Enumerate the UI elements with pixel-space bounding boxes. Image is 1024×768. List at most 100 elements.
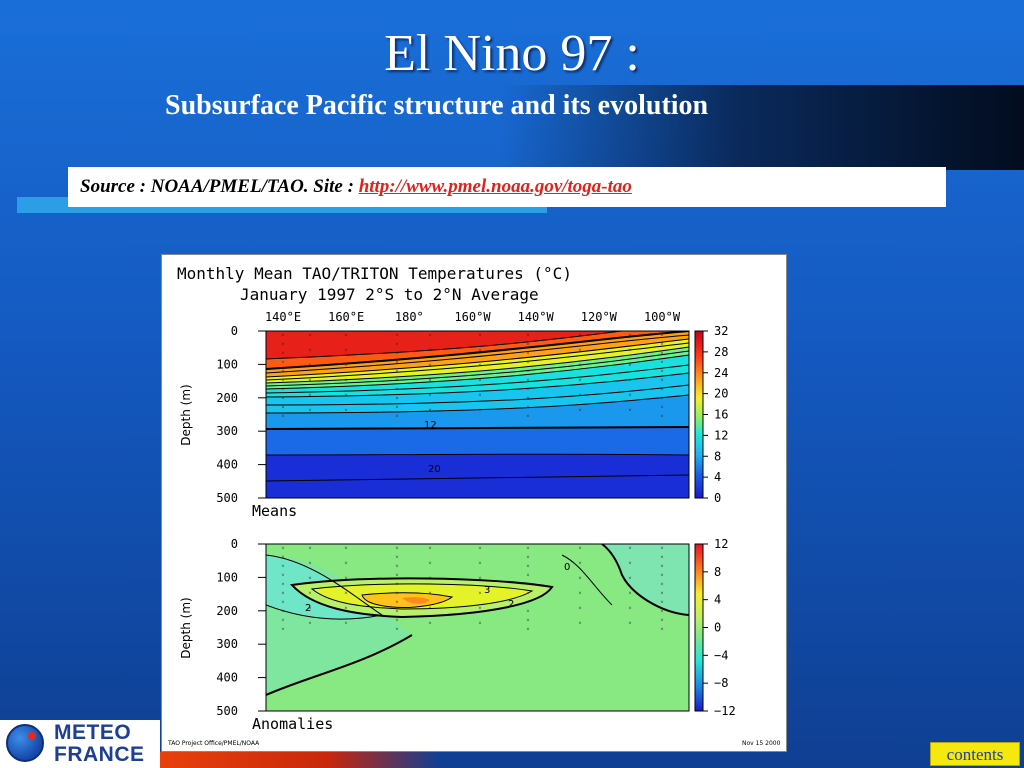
observation-marker: × [395,414,398,420]
contour-label-12: 12 [424,420,437,431]
y-tick-label: 300 [216,637,238,651]
observation-marker: × [628,378,631,384]
observation-marker: × [660,342,663,348]
y-axis-label-means: Depth (m) [179,384,193,445]
y-tick-label: 0 [231,537,238,551]
observation-marker: × [478,606,481,612]
observation-marker: × [478,591,481,597]
observation-marker: × [660,582,663,588]
observation-marker: × [281,396,284,402]
observation-marker: × [395,405,398,411]
tao-temperature-figure: Monthly Mean TAO/TRITON Temperatures (°C… [161,254,787,752]
observation-marker: × [395,609,398,615]
figure-footer-left: TAO Project Office/PMEL/NOAA [167,740,260,747]
observation-marker: × [660,369,663,375]
observation-marker: × [660,627,663,633]
observation-marker: × [526,333,529,339]
observation-marker: × [344,621,347,627]
colorbar-tick-label: 16 [714,408,728,422]
observation-marker: × [578,378,581,384]
observation-marker: × [526,414,529,420]
x-tick-label: 140°W [518,310,555,324]
colorbar-tick-label: 24 [714,366,728,380]
colorbar-tick-label: 32 [714,324,728,338]
observation-marker: × [526,555,529,561]
contents-button[interactable]: contents [930,742,1020,766]
observation-marker: × [308,363,311,369]
observation-marker: × [308,576,311,582]
observation-marker: × [660,618,663,624]
observation-marker: × [628,363,631,369]
observation-marker: × [578,621,581,627]
colorbar-tick-label: −12 [714,704,736,718]
observation-marker: × [344,393,347,399]
y-tick-label: 400 [216,671,238,685]
colorbar-tick-label: 4 [714,593,721,607]
figure-svg: Monthly Mean TAO/TRITON Temperatures (°C… [167,264,781,747]
observation-marker: × [428,621,431,627]
observation-marker: × [526,582,529,588]
observation-marker: × [628,576,631,582]
colorbar-tick-label: −8 [714,676,728,690]
logo-line1: METEO [54,721,132,744]
anomaly-contour-label-0: 0 [564,562,570,573]
observation-marker: × [478,333,481,339]
observation-marker: × [344,348,347,354]
slide-title: El Nino 97 : [384,25,640,82]
observation-marker: × [281,591,284,597]
slide-subtitle: Subsurface Pacific structure and its evo… [165,90,709,121]
y-tick-label: 100 [216,570,238,584]
observation-marker: × [395,369,398,375]
observation-marker: × [281,546,284,552]
colorbar-tick-label: 20 [714,387,728,401]
observation-marker: × [344,408,347,414]
observation-marker: × [660,360,663,366]
observation-marker: × [578,606,581,612]
observation-marker: × [578,576,581,582]
observation-marker: × [344,378,347,384]
figure-footer-right: Nov 15 2000 [742,740,781,747]
observation-marker: × [281,333,284,339]
observation-marker: × [281,618,284,624]
observation-marker: × [526,546,529,552]
observation-marker: × [628,546,631,552]
means-panel: 12 20 ××××××××××××××××××××××××××××××××××… [266,331,689,498]
colorbar-tick-label: 0 [714,491,721,505]
observation-marker: × [526,342,529,348]
observation-marker: × [526,360,529,366]
observation-marker: × [395,333,398,339]
observation-marker: × [428,546,431,552]
observation-marker: × [344,546,347,552]
observation-marker: × [395,378,398,384]
means-frame [265,330,690,499]
observation-marker: × [395,351,398,357]
anomalies-frame [265,543,690,712]
observation-marker: × [628,408,631,414]
observation-marker: × [628,621,631,627]
observation-marker: × [478,408,481,414]
observation-marker: × [478,393,481,399]
anomaly-contour-label-2a: 2 [508,599,514,610]
observation-marker: × [660,546,663,552]
title-dark-band [500,85,1024,170]
observation-marker: × [344,333,347,339]
observation-marker: × [308,591,311,597]
observation-marker: × [660,387,663,393]
observation-marker: × [281,627,284,633]
colorbar-tick-label: 12 [714,537,728,551]
colorbar-tick-label: 28 [714,345,728,359]
source-text: Source : NOAA/PMEL/TAO. Site : [80,176,359,197]
y-tick-label: 200 [216,391,238,405]
colorbar-tick-label: −4 [714,648,728,662]
observation-marker: × [478,621,481,627]
observation-marker: × [395,582,398,588]
source-box: Source : NOAA/PMEL/TAO. Site : http://ww… [68,167,946,207]
observation-marker: × [578,408,581,414]
observation-marker: × [308,348,311,354]
observation-marker: × [578,591,581,597]
source-link[interactable]: http://www.pmel.noaa.gov/toga-tao [358,176,632,197]
observation-marker: × [395,396,398,402]
colorbar-tick-label: 8 [714,449,721,463]
observation-marker: × [660,414,663,420]
observation-marker: × [628,606,631,612]
